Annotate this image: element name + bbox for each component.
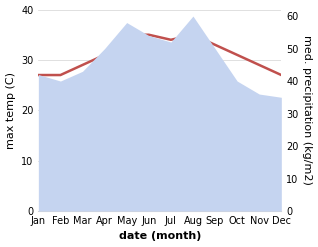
- Y-axis label: med. precipitation (kg/m2): med. precipitation (kg/m2): [302, 35, 313, 185]
- X-axis label: date (month): date (month): [119, 231, 201, 242]
- Y-axis label: max temp (C): max temp (C): [5, 72, 16, 149]
